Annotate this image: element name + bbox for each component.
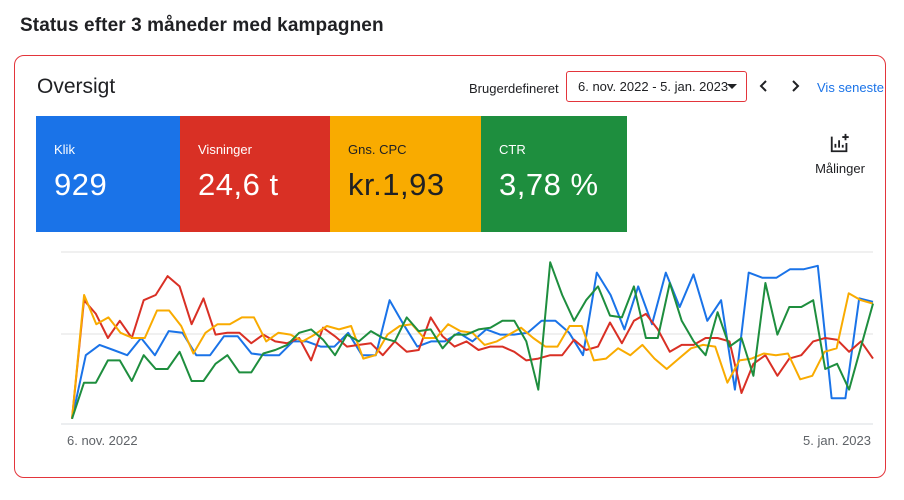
next-period-button[interactable] (783, 73, 807, 99)
measurements-button[interactable]: Målinger (805, 132, 875, 178)
measurements-label: Målinger (815, 161, 865, 176)
series-line-clicks (71, 264, 874, 420)
x-axis-label-end: 5. jan. 2023 (803, 433, 871, 448)
metric-value: 24,6 t (198, 167, 279, 202)
chevron-right-icon (792, 80, 800, 92)
metric-label: CTR (499, 142, 526, 157)
series-line-avg-cpc (71, 292, 874, 419)
show-latest-link[interactable]: Vis seneste (817, 80, 884, 95)
add-chart-icon (830, 133, 849, 153)
metric-tile-impressions[interactable]: Visninger 24,6 t (180, 116, 330, 232)
metric-tile-clicks[interactable]: Klik 929 (36, 116, 180, 232)
metric-label: Visninger (198, 142, 252, 157)
metric-value: kr.1,93 (348, 167, 445, 202)
range-type-label: Brugerdefineret (469, 81, 559, 96)
x-axis-label-start: 6. nov. 2022 (67, 433, 138, 448)
date-range-value: 6. nov. 2022 - 5. jan. 2023 (578, 79, 729, 94)
metric-tile-avg-cpc[interactable]: Gns. CPC kr.1,93 (330, 116, 481, 232)
metric-tile-ctr[interactable]: CTR 3,78 % (481, 116, 627, 232)
metric-label: Gns. CPC (348, 142, 407, 157)
metric-value: 3,78 % (499, 167, 599, 202)
series-line-ctr (71, 261, 874, 420)
metric-value: 929 (54, 167, 108, 202)
previous-period-button[interactable] (752, 73, 776, 99)
performance-chart: 6. nov. 2022 5. jan. 2023 (61, 251, 874, 448)
series-line-impressions (71, 275, 874, 419)
date-range-select[interactable]: 6. nov. 2022 - 5. jan. 2023 (566, 71, 747, 102)
chart-series (71, 261, 874, 420)
caret-down-icon (727, 84, 737, 89)
overview-panel: Oversigt Brugerdefineret 6. nov. 2022 - … (14, 55, 886, 478)
page-title: Status efter 3 måneder med kampagnen (20, 15, 384, 36)
metric-label: Klik (54, 142, 75, 157)
chevron-left-icon (759, 80, 767, 92)
overview-title: Oversigt (37, 75, 116, 98)
metric-tiles: Klik 929 Visninger 24,6 t Gns. CPC kr.1,… (36, 116, 627, 232)
